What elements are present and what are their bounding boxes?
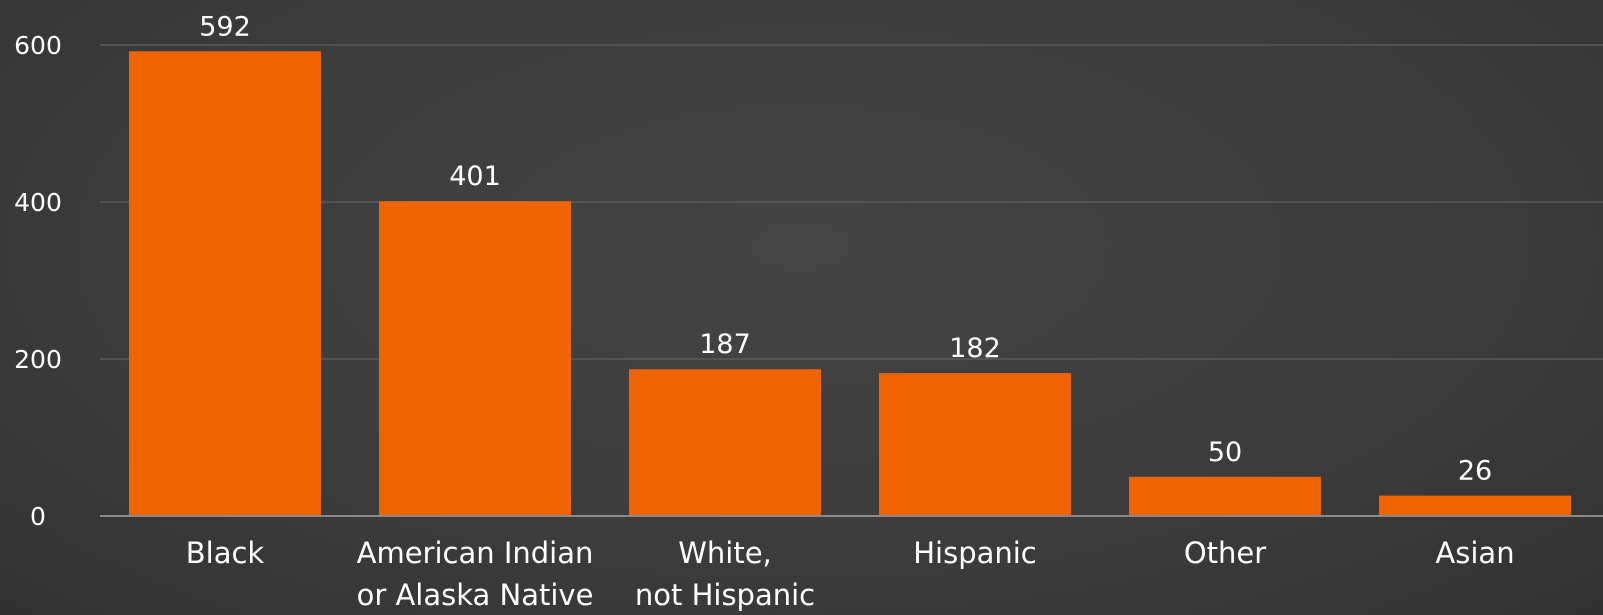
y-tick-label: 400 — [14, 188, 62, 217]
category-label: not Hispanic — [635, 578, 815, 612]
category-label: White, — [678, 536, 772, 570]
y-tick-label: 600 — [14, 31, 62, 60]
bar — [629, 369, 821, 516]
label-layer: 0 200 400 600 592 Black 401 American Indian or A… — [14, 11, 1514, 612]
category-label: Other — [1184, 536, 1266, 570]
bar — [379, 201, 571, 516]
data-label: 401 — [449, 161, 501, 192]
data-label: 182 — [949, 333, 1001, 364]
category-label: American Indian — [357, 536, 594, 570]
data-label: 592 — [199, 11, 251, 42]
y-tick-label: 0 — [30, 502, 46, 531]
y-tick-label: 200 — [14, 345, 62, 374]
data-label: 26 — [1458, 456, 1492, 487]
bar — [1129, 476, 1321, 516]
bar — [1379, 495, 1571, 516]
category-label: or Alaska Native — [357, 578, 594, 612]
category-label: Asian — [1435, 536, 1514, 570]
bar — [129, 51, 321, 516]
grid-layer — [100, 44, 1603, 360]
data-label: 187 — [699, 329, 751, 360]
bar — [879, 373, 1071, 516]
bar-layer — [129, 51, 1571, 516]
category-label: Hispanic — [913, 536, 1037, 570]
category-label: Black — [186, 536, 265, 570]
data-label: 50 — [1208, 437, 1242, 468]
